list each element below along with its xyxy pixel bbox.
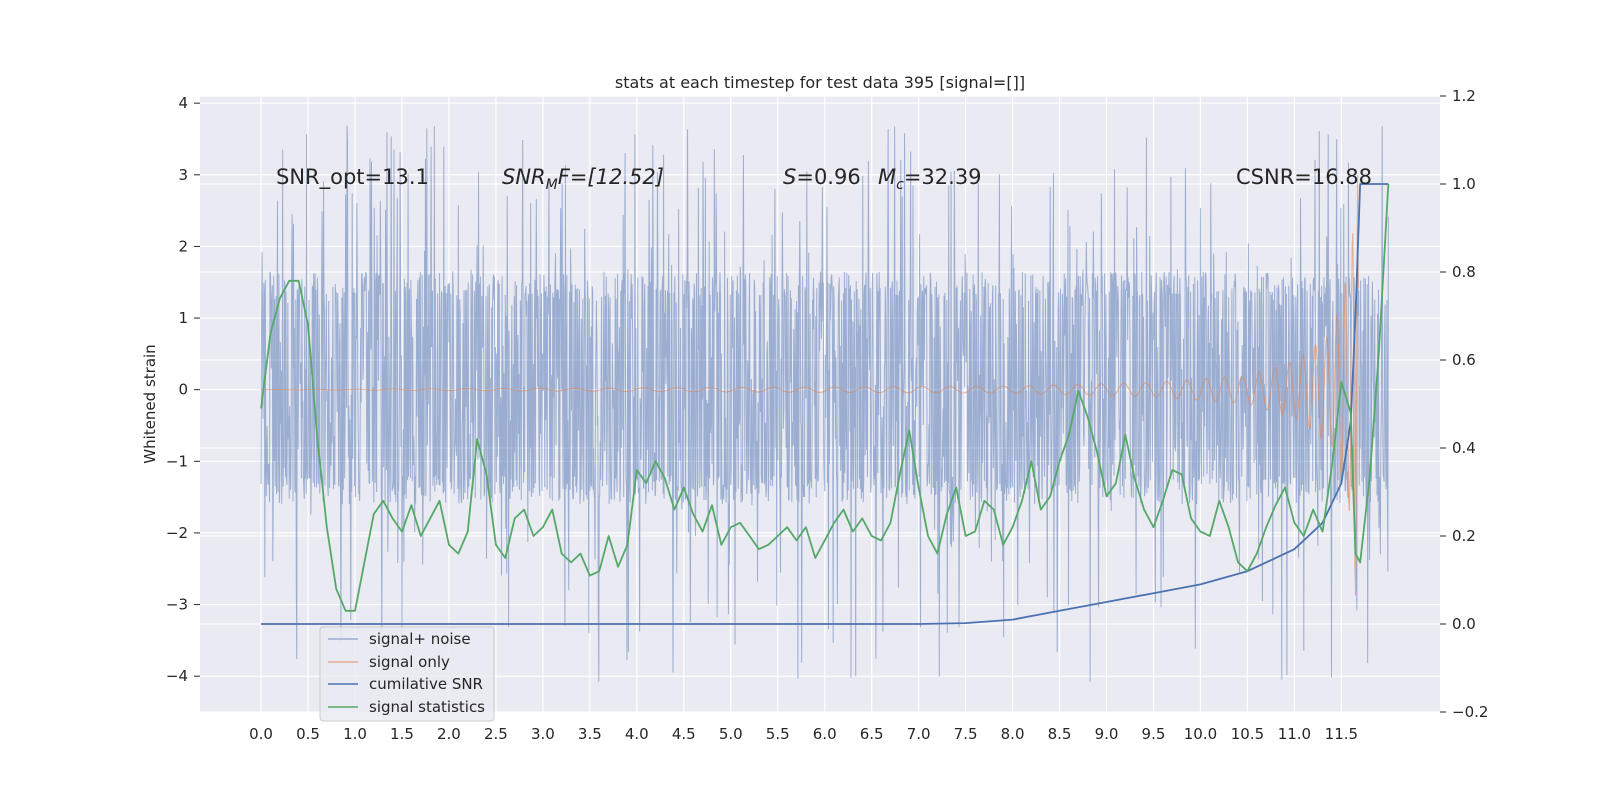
- signal-noise-line: [260, 125, 1389, 682]
- axis-ticks: 0.0 0.5 1.0 1.5 2.0 2.5 3.0 3.5 4.0 4.5 5.0 5.5 6.0 6…: [166, 87, 1489, 743]
- y-tick-label-left: −3: [166, 596, 188, 614]
- x-tick-label: 3.5: [578, 725, 602, 743]
- line-series: [260, 183, 1390, 625]
- y-tick-label-right: −0.2: [1452, 703, 1488, 721]
- signal-only-line: [261, 174, 1359, 596]
- y-tick-label-right: 0.4: [1452, 439, 1476, 457]
- signal-noise-series: [260, 125, 1389, 682]
- x-tick-label: 10.0: [1184, 725, 1217, 743]
- annotation-snr-mf: SNRMF=[12.52]: [502, 165, 664, 193]
- annotation-s-value: =0.96: [796, 165, 860, 189]
- x-tick-label: 1.0: [343, 725, 367, 743]
- annotation-snr-mf-f: F=[12.52]: [558, 165, 664, 189]
- legend-label-cumulative-snr: cumilative SNR: [369, 675, 483, 693]
- y-tick-label-left: 3: [178, 166, 188, 184]
- x-tick-label: 5.0: [719, 725, 743, 743]
- annotation-csnr: CSNR=16.88: [1236, 165, 1372, 189]
- annotation-mc-sub: c: [896, 177, 904, 193]
- x-tick-label: 2.0: [437, 725, 461, 743]
- signal-statistics-line: [260, 183, 1390, 612]
- x-tick-label: 9.5: [1142, 725, 1166, 743]
- x-tick-label: 3.0: [531, 725, 555, 743]
- y-tick-label-right: 0.2: [1452, 527, 1476, 545]
- y-tick-label-left: 4: [178, 94, 188, 112]
- legend-label-signal-noise: signal+ noise: [369, 630, 471, 648]
- annotation-mc-main: M: [878, 165, 896, 189]
- x-tick-label: 2.5: [484, 725, 508, 743]
- annotation-s: S=0.96: [783, 165, 861, 189]
- x-tick-label: 7.0: [907, 725, 931, 743]
- chart-title: stats at each timestep for test data 395…: [615, 73, 1025, 92]
- cumulative-snr-line: [261, 183, 1389, 625]
- x-tick-label: 8.5: [1048, 725, 1072, 743]
- annotation-mc: Mc=32.39: [878, 165, 982, 193]
- y-tick-label-left: −1: [166, 452, 188, 470]
- x-tick-label: 4.5: [672, 725, 696, 743]
- y-tick-label-right: 0.0: [1452, 615, 1476, 633]
- y-tick-label-left: 1: [178, 309, 188, 327]
- x-tick-label: 0.5: [296, 725, 320, 743]
- x-tick-label: 7.5: [954, 725, 978, 743]
- x-tick-label: 1.5: [390, 725, 414, 743]
- annotation-mc-value: =32.39: [904, 165, 982, 189]
- annotation-snr-mf-main: SNR: [502, 165, 546, 189]
- legend: signal+ noise signal only cumilative SNR…: [319, 626, 495, 722]
- x-tick-label: 11.5: [1325, 725, 1358, 743]
- y-tick-label-right: 0.6: [1452, 351, 1476, 369]
- x-tick-label: 5.5: [766, 725, 790, 743]
- legend-label-signal-only: signal only: [369, 653, 450, 671]
- grid: [200, 95, 1440, 713]
- y-tick-label-right: 0.8: [1452, 263, 1476, 281]
- x-tick-label: 4.0: [625, 725, 649, 743]
- legend-label-signal-statistics: signal statistics: [369, 698, 485, 716]
- y-axis-label: Whitened strain: [141, 344, 159, 463]
- y-tick-label-left: −2: [166, 524, 188, 542]
- annotation-snr-opt: SNR_opt=13.1: [276, 165, 429, 190]
- y-tick-label-right: 1.2: [1452, 87, 1476, 105]
- x-tick-label: 8.0: [1001, 725, 1025, 743]
- signal-only-series: [261, 174, 1359, 596]
- legend-box: [319, 626, 495, 722]
- x-tick-label: 10.5: [1231, 725, 1264, 743]
- x-tick-label: 0.0: [249, 725, 273, 743]
- x-tick-label: 6.0: [813, 725, 837, 743]
- y-tick-label-left: −4: [166, 667, 188, 685]
- y-tick-label-right: 1.0: [1452, 175, 1476, 193]
- annotation-snr-mf-sub: M: [546, 177, 558, 193]
- y-tick-label-left: 2: [178, 237, 188, 255]
- x-tick-label: 6.5: [860, 725, 884, 743]
- x-tick-label: 11.0: [1278, 725, 1311, 743]
- x-tick-label: 9.0: [1095, 725, 1119, 743]
- annotation-s-main: S: [783, 165, 796, 189]
- y-tick-label-left: 0: [178, 381, 188, 399]
